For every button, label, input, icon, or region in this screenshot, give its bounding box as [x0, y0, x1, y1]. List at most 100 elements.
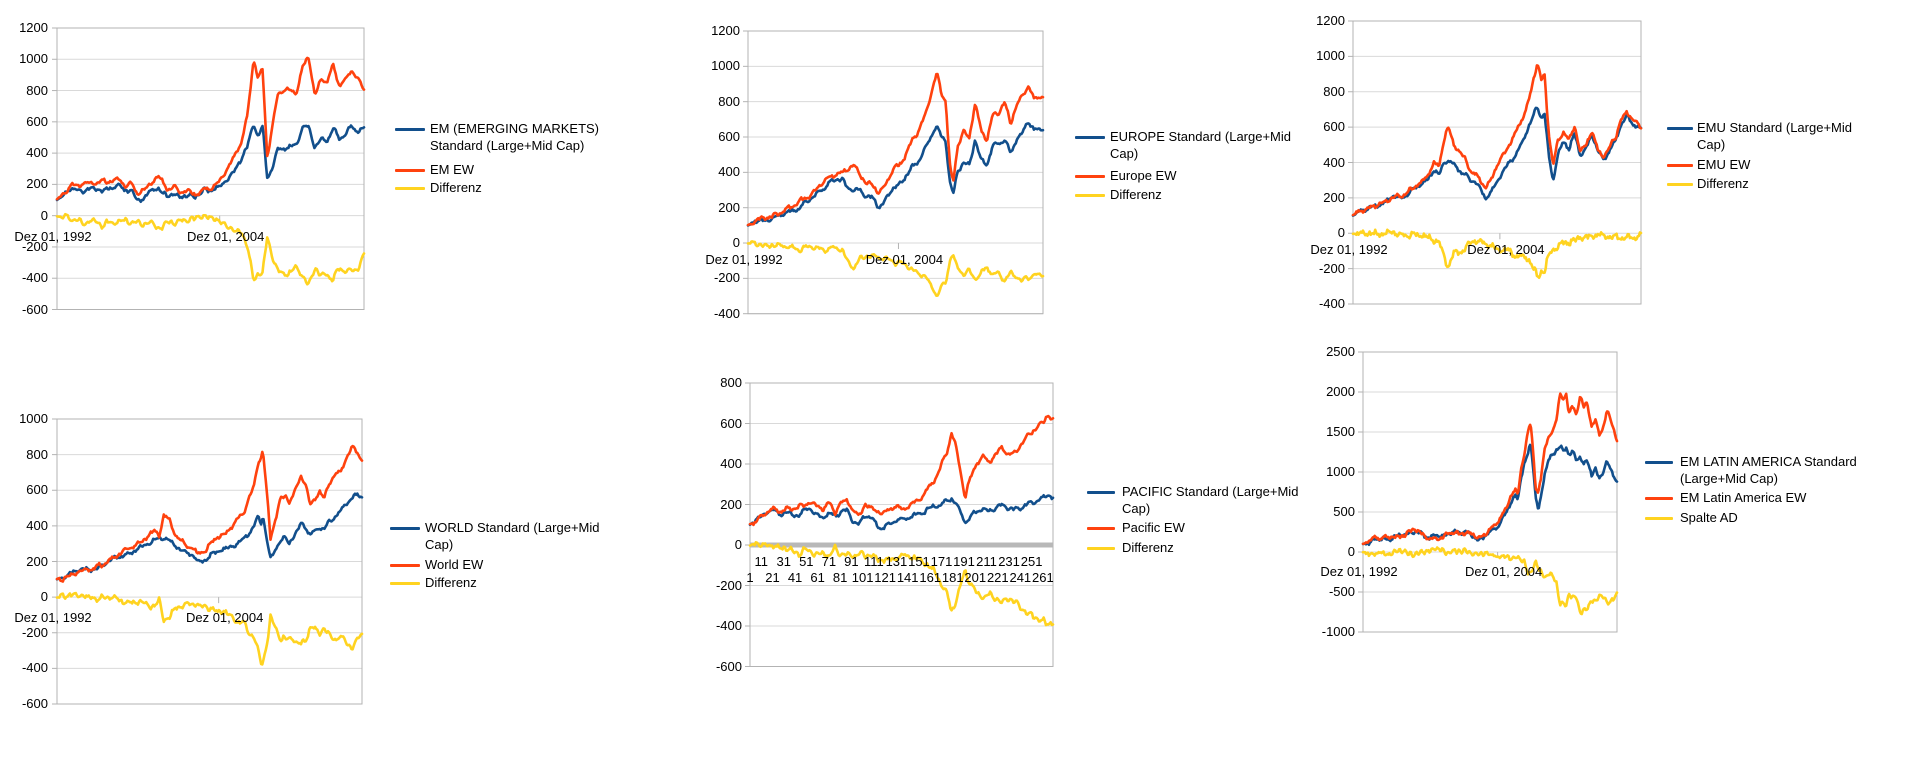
- series-group: [746, 72, 1045, 298]
- series-diff-line: [55, 591, 364, 666]
- x-axis-label-index: 41: [787, 570, 803, 585]
- legend-swatch-standard: [390, 527, 420, 530]
- y-axis-label: -400: [715, 618, 742, 633]
- legend-swatch-standard: [1667, 127, 1693, 130]
- y-axis-label: -600: [21, 301, 48, 317]
- legend-swatch-ew: [1087, 527, 1115, 530]
- chart-emu[interactable]: -400 -200 0 200 400 600 800 1000 1200 Dez 01, 199…: [1310, 0, 1914, 330]
- y-axis-label: 600: [720, 415, 742, 431]
- legend-label: EM EW: [430, 162, 475, 177]
- series-standard-line: [748, 494, 1055, 531]
- x-axis-label-index: 81: [832, 570, 848, 585]
- legend-label: PACIFIC Standard (Large+Mid Cap): [1122, 484, 1299, 516]
- series-group: [1361, 392, 1619, 616]
- y-axis-label: 600: [1323, 119, 1345, 135]
- series-diff-line: [55, 212, 366, 286]
- chart-world[interactable]: -600 -400 -200 0 200 400 600 800 1000 Dez 01, 199…: [0, 330, 620, 761]
- chart-plot-svg: [1348, 20, 1643, 305]
- y-axis-label: 200: [1323, 189, 1345, 205]
- y-axis-label: -400: [21, 270, 48, 286]
- legend-label: EM LATIN AMERICA Standard (Large+Mid Cap…: [1680, 454, 1857, 486]
- legend-label: Europe EW: [1110, 168, 1177, 183]
- y-axis-label: 1000: [19, 51, 48, 67]
- y-axis-label: 0: [40, 207, 48, 223]
- series-standard-line: [1351, 106, 1643, 217]
- x-axis-label-index: 221: [986, 570, 1009, 585]
- legend-swatch-standard: [395, 128, 425, 131]
- y-axis-label: 0: [40, 589, 48, 605]
- legend-label: World EW: [425, 557, 484, 572]
- legend-swatch-ew: [1645, 497, 1673, 500]
- y-axis-label: 200: [26, 176, 48, 192]
- x-axis-label-date: Dez 01, 2004: [185, 610, 264, 625]
- x-axis-label-date: Dez 01, 1992: [14, 229, 92, 244]
- y-axis-label: 400: [26, 517, 48, 533]
- series-diff-line: [1361, 546, 1619, 616]
- y-axis-label: 0: [1347, 544, 1355, 559]
- x-axis-band: [750, 542, 1053, 548]
- x-axis-label-index: 191: [953, 554, 975, 569]
- legend-label: EUROPE Standard (Large+Mid Cap): [1110, 129, 1292, 161]
- x-axis-label-index: 151: [908, 554, 930, 569]
- x-axis-label-index: 241: [1009, 570, 1032, 585]
- chart-plot-svg: [745, 382, 1055, 667]
- legend-label: EMU Standard (Large+Mid Cap): [1697, 120, 1852, 152]
- series-ew-line: [1361, 392, 1619, 546]
- y-axis-label: -200: [21, 624, 48, 640]
- x-axis-label-date: Dez 01, 1992: [705, 252, 783, 267]
- y-axis-label: 800: [718, 93, 740, 109]
- chart-europe[interactable]: -400 -200 0 200 400 600 800 1000 1200 Dez 01, 199…: [560, 0, 1335, 330]
- legend-label: Differenz: [430, 180, 482, 195]
- legend-swatch-ew: [395, 169, 425, 172]
- y-axis-label: 400: [1323, 154, 1345, 170]
- y-axis-label: 2000: [1326, 384, 1355, 399]
- chart-plot-svg: [743, 30, 1045, 315]
- y-axis-label: 1200: [19, 20, 48, 35]
- plot-border: [1352, 20, 1642, 305]
- legend-label: Differenz: [1110, 187, 1162, 202]
- series-group: [748, 414, 1055, 627]
- plot-border: [1362, 351, 1618, 633]
- chart-pacific[interactable]: -600 -400 -200 0 200 400 600 800 11 31 51 71 91 111 13…: [560, 290, 1335, 710]
- series-ew-line: [55, 56, 366, 201]
- y-axis-label: 400: [720, 456, 742, 471]
- chart-plot-svg: [52, 418, 364, 705]
- y-axis-label: -600: [21, 696, 48, 711]
- y-axis-label: 1200: [711, 23, 740, 38]
- series-group: [55, 56, 366, 286]
- series-group: [1351, 64, 1643, 280]
- x-axis-label-index: 111: [864, 554, 884, 569]
- series-group: [55, 444, 364, 666]
- legend-label: Differenz: [425, 575, 477, 590]
- y-axis-label: -200: [21, 238, 48, 254]
- y-axis-label: 500: [1333, 504, 1355, 519]
- legend-label: EMU EW: [1697, 157, 1751, 172]
- chart-em-emerging-markets[interactable]: -600 -400 -200 0 200 400 600 800 1000 1200 Dez 01,…: [0, 0, 620, 330]
- y-axis-label: 0: [732, 235, 740, 251]
- legend-label: EM (EMERGING MARKETS) Standard (Large+Mi…: [430, 121, 600, 153]
- series-ew-line: [746, 72, 1045, 227]
- x-axis-label-index: 261: [1032, 570, 1054, 585]
- x-axis-label-index: 1: [746, 570, 754, 585]
- x-axis-label-index: 251: [1020, 554, 1043, 569]
- x-axis-label-index: 51: [799, 554, 814, 569]
- y-axis-label: 0: [734, 537, 742, 552]
- legend-swatch-diff: [1667, 183, 1693, 186]
- y-axis-label: -200: [715, 577, 742, 593]
- series-diff-line: [1351, 228, 1643, 280]
- legend-label: Pacific EW: [1122, 520, 1185, 535]
- y-axis-label: 1000: [1326, 464, 1355, 479]
- y-axis-label: 1500: [1326, 424, 1355, 439]
- plot-border: [56, 418, 363, 705]
- legend-swatch-ew: [1075, 175, 1105, 178]
- legend-label: WORLD Standard (Large+Mid Cap): [425, 520, 600, 552]
- x-axis-label-index: 161: [919, 570, 942, 585]
- series-ew-line: [55, 444, 364, 583]
- y-axis-label: -400: [1318, 296, 1345, 311]
- series-diff-line: [748, 541, 1055, 627]
- x-axis-label-date: Dez 01, 2004: [865, 252, 944, 267]
- chart-em-latin-america[interactable]: -1000 -500 0 500 1000 1500 2000 2500 Dez 01, 199…: [1320, 330, 1914, 761]
- x-axis-label-index: 121: [874, 570, 896, 585]
- x-axis-label-index: 141: [896, 570, 919, 585]
- x-axis-label-index: 101: [851, 570, 874, 585]
